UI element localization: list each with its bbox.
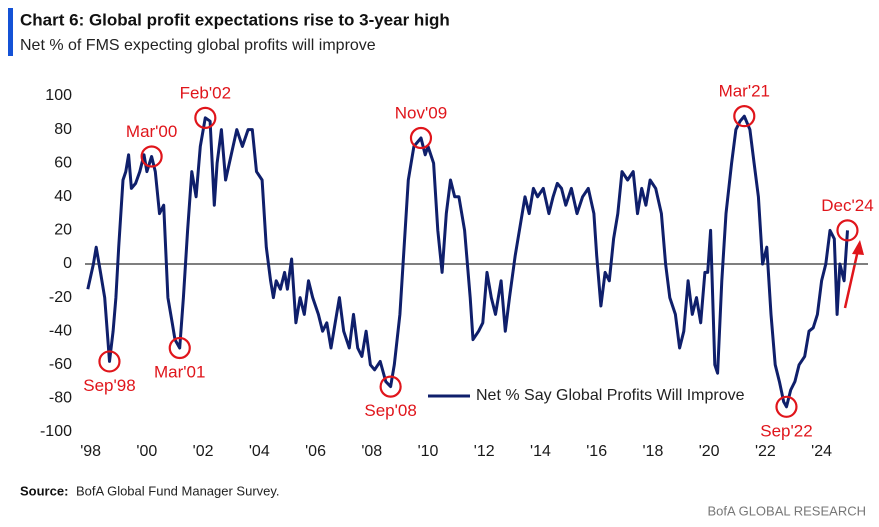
y-tick-label: 40: [54, 188, 72, 205]
arrow: [843, 249, 860, 309]
y-tick-label: -80: [49, 390, 72, 407]
annotation-label: Sep'98: [83, 376, 135, 395]
y-tick-label: 100: [45, 87, 72, 104]
x-tick-label: '22: [755, 443, 776, 460]
source-label: Source:: [20, 483, 68, 498]
annotation-circle: [836, 219, 859, 242]
legend-label: Net % Say Global Profits Will Improve: [476, 387, 745, 404]
y-tick-label: -20: [49, 289, 72, 306]
x-tick-label: '20: [699, 443, 720, 460]
annotation-label: Dec'24: [821, 196, 873, 215]
y-tick-label: 60: [54, 154, 72, 171]
source: BofA Global Fund Manager Survey.: [76, 483, 280, 498]
arrow-head: [852, 240, 864, 255]
x-tick-label: '98: [80, 443, 101, 460]
legend-bg: [420, 382, 760, 410]
annotation-circle: [775, 395, 798, 418]
annotation-circle: [168, 336, 191, 360]
x-tick-label: '18: [642, 443, 663, 460]
chart-title: Chart 6: Global profit expectations rise…: [20, 10, 450, 29]
annotation-circle: [140, 145, 163, 168]
y-tick-label: -40: [49, 322, 72, 339]
x-tick-label: '06: [305, 443, 326, 460]
annotation-circle: [194, 106, 217, 129]
x-tick-label: '12: [474, 443, 495, 460]
data-line: [86, 114, 849, 409]
title-bar: [8, 8, 13, 56]
y-tick-label: -100: [40, 423, 72, 440]
y-tick-label: -60: [49, 356, 72, 373]
annotation-label: Sep'08: [364, 401, 416, 420]
annotation-label: Mar'21: [719, 82, 770, 101]
y-tick-label: 80: [54, 121, 72, 138]
x-tick-label: '24: [811, 443, 832, 460]
x-tick-label: '14: [530, 443, 551, 460]
x-tick-label: '10: [418, 443, 439, 460]
annotation-circle: [379, 375, 402, 398]
x-tick-label: '16: [586, 443, 607, 460]
x-tick-label: '00: [136, 443, 157, 460]
annotation-label: Mar'01: [154, 362, 205, 381]
annotation-circle: [733, 105, 756, 128]
annotation-circle: [409, 126, 433, 150]
x-tick-label: '04: [249, 443, 270, 460]
annotation-label: Sep'22: [760, 421, 812, 440]
annotation-label: Nov'09: [395, 103, 447, 122]
brand: BofA GLOBAL RESEARCH: [708, 503, 866, 518]
x-tick-label: '02: [193, 443, 214, 460]
chart-subtitle: Net % of FMS expecting global profits wi…: [20, 37, 376, 54]
annotation-label: Mar'00: [126, 122, 177, 141]
x-tick-label: '08: [361, 443, 382, 460]
annotation-label: Feb'02: [180, 83, 231, 102]
annotation-circle: [98, 350, 121, 373]
y-tick-label: 20: [54, 222, 72, 239]
y-tick-label: 0: [63, 255, 72, 272]
